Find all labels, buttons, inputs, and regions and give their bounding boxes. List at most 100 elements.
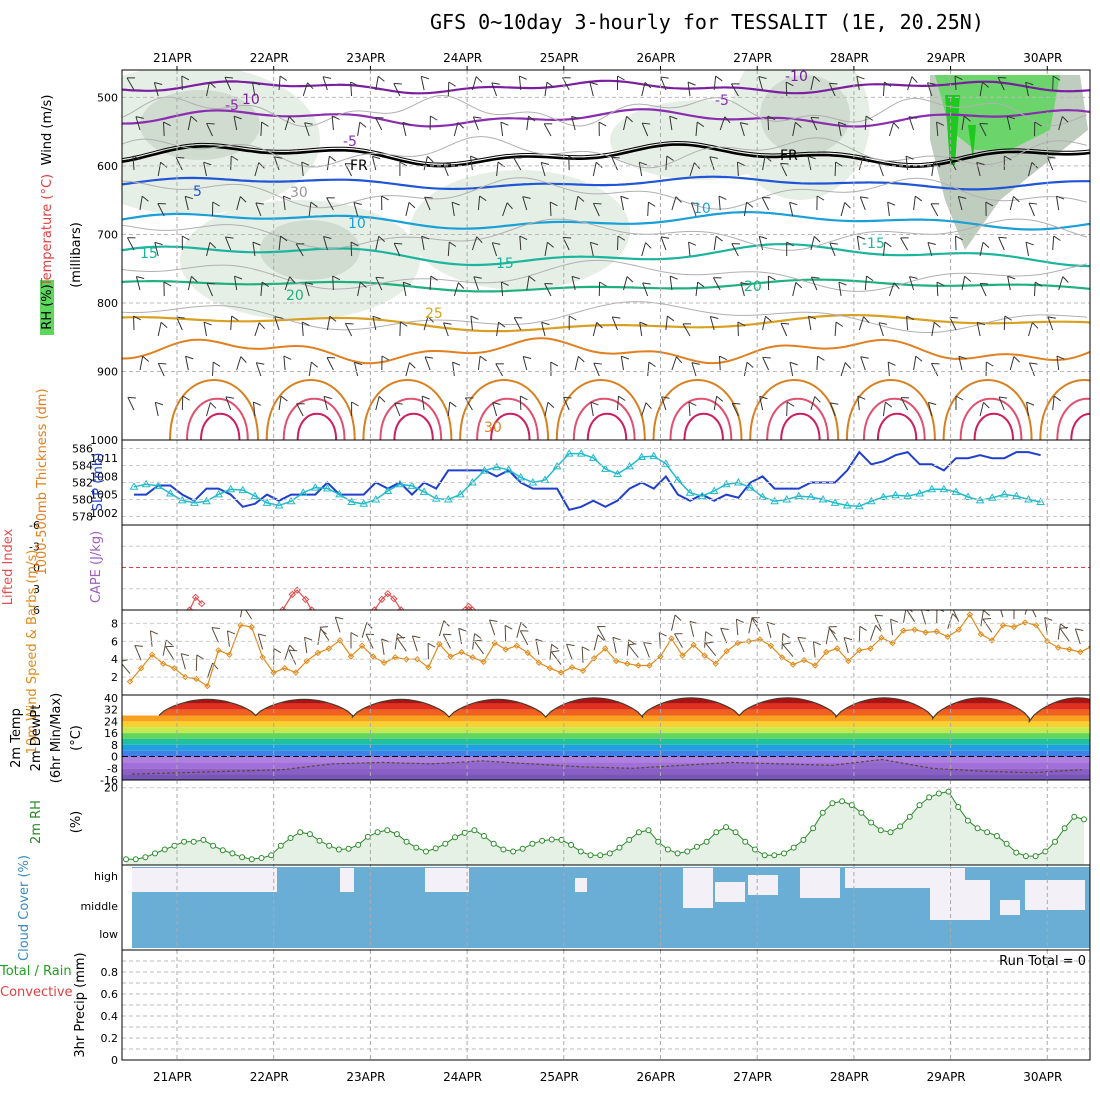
wind-barb (617, 75, 625, 90)
wind-barb (807, 315, 817, 331)
wind-barb-shaft (500, 122, 504, 137)
wind-barb-flag (884, 241, 892, 248)
surface-wind-barb (381, 638, 390, 655)
wind-barb (1056, 195, 1065, 211)
date-label-bottom: 23APR (346, 1070, 385, 1084)
rh2m-point (287, 835, 294, 841)
wind-barb (1003, 155, 1012, 170)
wind-barb-shaft (810, 117, 818, 131)
wind-barb-flag (617, 75, 625, 81)
wind-barb-shaft (254, 322, 260, 337)
wind-barb-flag (980, 282, 989, 285)
thickness-point (310, 483, 320, 491)
rh2m-point (335, 846, 342, 853)
wind-barb (304, 282, 314, 297)
wind-barb (695, 121, 705, 137)
wind-barb-shaft (643, 642, 650, 658)
surface-heat-contour (876, 412, 918, 440)
ylabel-cape: CAPE (J/kg) (89, 531, 104, 603)
wind-barb-shaft (665, 316, 668, 331)
wind-barb (541, 321, 550, 337)
wind-barb-flag (289, 644, 296, 652)
rh2m-point (626, 836, 633, 843)
wind-barb (590, 401, 599, 417)
wind-barb-shaft (906, 315, 909, 331)
lifted-index-point (301, 595, 310, 604)
wind-barb-flag (359, 281, 367, 288)
wind-barb (374, 117, 384, 131)
wind-barb-flag (865, 115, 874, 121)
wind-barb-shaft (743, 362, 748, 377)
upper-air-pressure-tick: 900 (97, 365, 118, 378)
wind-barb-shaft (139, 196, 143, 211)
wind-barb (905, 155, 914, 171)
wind-barb-shaft (713, 236, 717, 251)
wind-barb-shaft (187, 276, 192, 291)
wind-barb-shaft (544, 402, 549, 417)
wind-barb-flag (224, 76, 234, 79)
wind-barb-shaft (393, 243, 401, 257)
surface-wind-barb (134, 644, 143, 661)
wind-barb-shaft (396, 637, 407, 652)
wind-barb-flag (492, 242, 501, 245)
wind-barb-flag (475, 76, 483, 83)
wind-barb-shaft (236, 356, 242, 371)
thickness-tick: 582 (72, 477, 93, 490)
wind-barb-flag (628, 643, 637, 646)
wind-speed-point (1021, 619, 1029, 626)
rh2m-point (819, 809, 826, 816)
wind-barb (308, 201, 318, 217)
wind-barb (592, 202, 602, 217)
wind-barb-flag (795, 281, 803, 289)
wind-barb-shaft (1025, 242, 1029, 257)
wind-barb-flag (915, 355, 923, 362)
cloud-clear-gap (132, 868, 277, 892)
wind-barb (1003, 315, 1012, 331)
wind-barb (375, 396, 386, 411)
wind-barb (429, 275, 438, 291)
wind-barb-shaft (840, 362, 846, 377)
wind-speed-point (1032, 621, 1040, 629)
wind-barb (767, 275, 776, 291)
thickness-point (480, 466, 489, 474)
ylabel-slp: SLP (mb) (91, 453, 106, 512)
wind-barb-shaft (469, 156, 473, 171)
wind-barb-shaft (504, 625, 507, 642)
wind-barb (691, 362, 700, 377)
wind-barb-shaft (931, 322, 935, 337)
wind-barb (187, 115, 198, 131)
thickness-tick: 580 (72, 494, 93, 507)
wind-barb (254, 322, 266, 337)
wind-barb-flag (476, 236, 483, 243)
wind-barb-shaft (695, 122, 698, 137)
surface-wind-barb (720, 627, 729, 644)
rh2m-point (984, 829, 991, 836)
wind-barb-flag (751, 617, 759, 624)
wind-barb-shaft (669, 116, 673, 131)
wind-speed-point (789, 661, 797, 668)
wind-barb (236, 356, 247, 371)
wind-barb (816, 355, 825, 371)
wind-barb-flag (887, 361, 896, 366)
wind-barb-flag (551, 643, 559, 650)
ylabel-temperature: Temperature (°C) (40, 174, 55, 287)
wind-speed-point (701, 652, 708, 659)
surface-heat-contour (586, 412, 628, 440)
wind-speed-point (215, 647, 222, 654)
wind-barb (669, 275, 678, 291)
wind-barb-flag (731, 83, 740, 85)
wind-barb-flag (1075, 628, 1084, 632)
wind-speed-point (502, 646, 509, 653)
surface-heat-contour (379, 397, 443, 440)
surface-wind-barb (997, 610, 1004, 618)
rh2m-point (829, 800, 836, 807)
wind-barb (549, 201, 558, 217)
wind-barb-flag (522, 196, 531, 199)
thickness-point (576, 449, 586, 457)
wind-barb-flag (740, 281, 749, 286)
wind-barb-shaft (951, 610, 960, 622)
wind-barb-flag (982, 81, 990, 88)
wind-barb-shaft (641, 402, 647, 417)
wind-barb-flag (936, 121, 945, 126)
wind-speed-point (845, 657, 852, 665)
